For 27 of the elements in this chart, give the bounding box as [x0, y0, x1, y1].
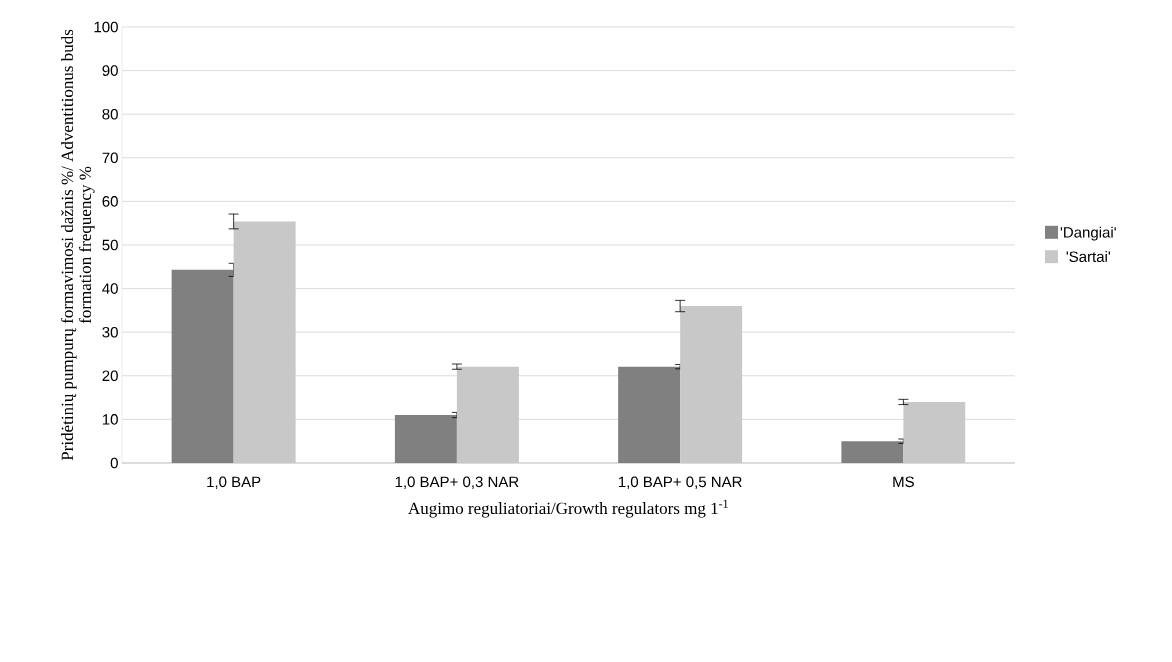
y-tick-label: 70 [102, 152, 118, 164]
y-tick-label: 50 [102, 239, 118, 251]
legend-label: 'Sartai' [1066, 251, 1110, 263]
bar [903, 401, 966, 463]
x-tick-label: 1,0 BAP [207, 476, 261, 489]
y-tick-label: 10 [102, 414, 118, 425]
bar [841, 441, 904, 463]
bar [233, 221, 296, 463]
y-tick-label: 30 [102, 326, 118, 338]
y-axis-title: Pridėtinių pumpurų formavimosi dažnis %/ Adventitionus buds formation frequency % [60, 29, 95, 461]
x-tick-label: 1,0 BAP+ 0,3 NAR [395, 476, 519, 489]
y-tick-label: 90 [102, 65, 118, 76]
x-tick-label: 1,0 BAP+ 0,5 NAR [618, 476, 742, 489]
y-tick-label: 0 [110, 457, 118, 469]
bar [680, 306, 743, 463]
bar [456, 366, 519, 463]
y-tick-label: 100 [94, 21, 118, 33]
bar [394, 415, 457, 463]
bar [618, 366, 681, 463]
x-tick-label: MS [893, 476, 914, 488]
y-tick-label: 40 [102, 283, 118, 294]
x-axis-title: Augimo reguliatoriai/Growth regulators mg 1$^{-1}$ [408, 499, 728, 518]
y-tick-label: 60 [102, 196, 118, 207]
legend-label: 'Dangiai' [1060, 226, 1116, 241]
bar [171, 269, 234, 463]
y-tick-label: 80 [102, 108, 118, 120]
y-tick-label: 20 [102, 370, 118, 382]
